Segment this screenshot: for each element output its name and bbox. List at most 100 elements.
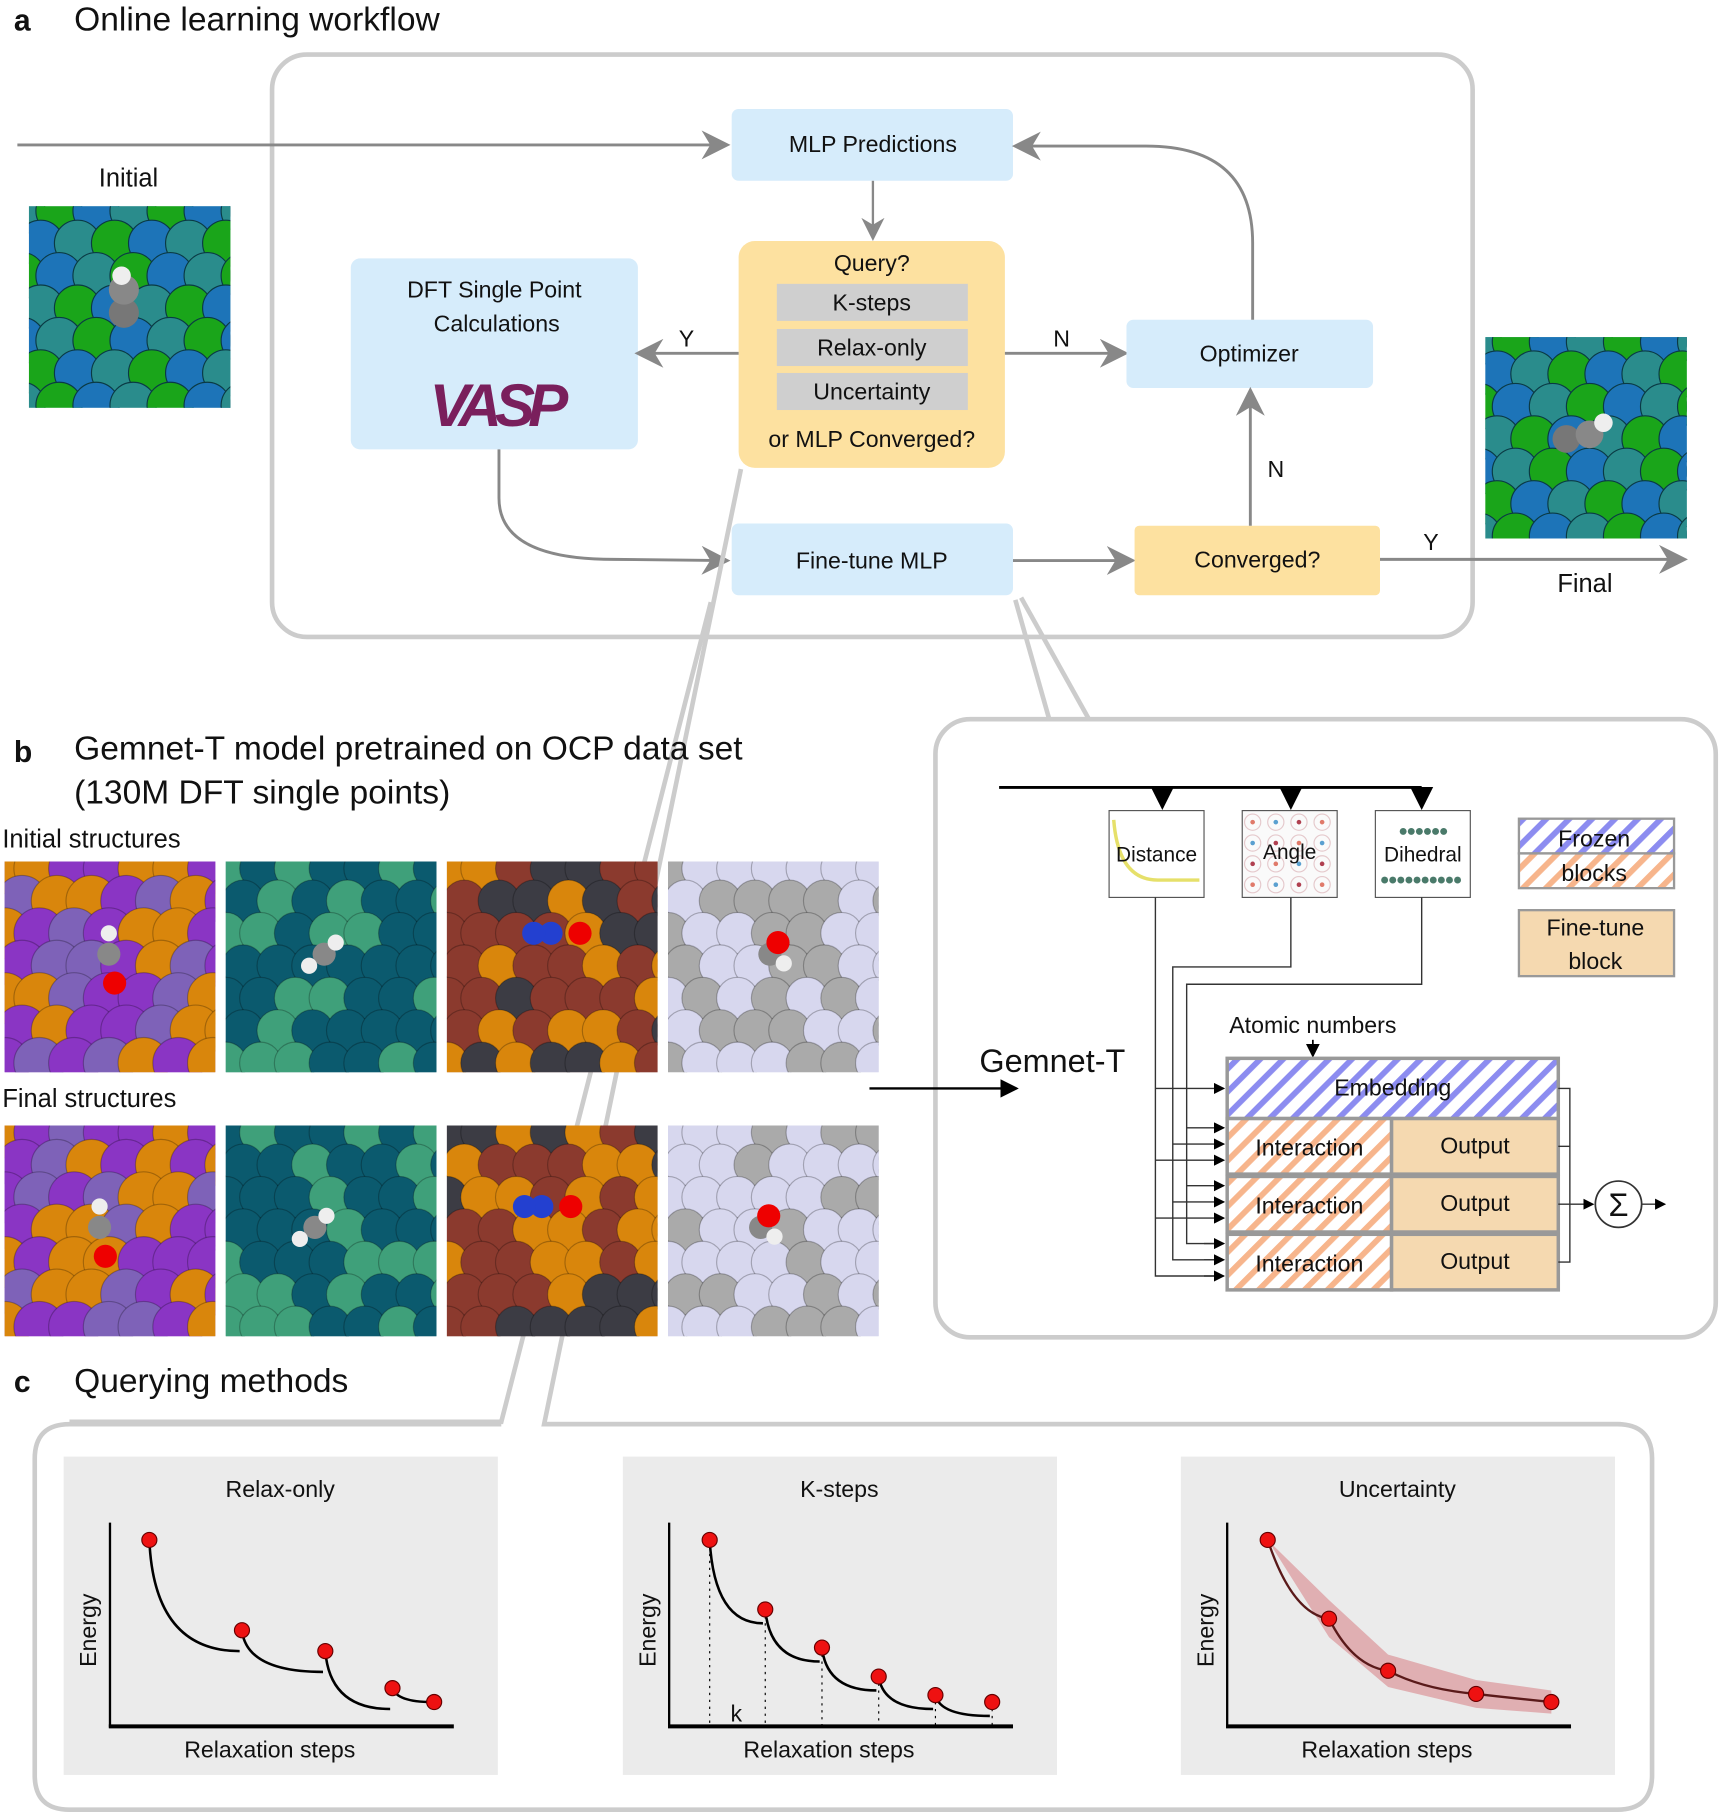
energy-curve — [148, 1539, 240, 1653]
plot-background — [63, 1456, 498, 1775]
basis-label: Angle — [1263, 841, 1316, 864]
embedding-block — [1225, 1056, 1561, 1121]
adsorbate-atom — [291, 1230, 308, 1248]
atom — [430, 950, 437, 981]
query-option-box — [776, 328, 968, 367]
no-label: N — [1053, 325, 1070, 351]
atom — [837, 1208, 879, 1252]
dft-to-finetune-arrow — [497, 449, 731, 575]
dft-query-point — [1467, 1685, 1485, 1703]
atom — [186, 1300, 216, 1337]
distance-block: Distance — [1108, 810, 1205, 899]
output-block — [1389, 1232, 1561, 1292]
yes-label: Y — [1423, 529, 1438, 555]
adsorbate-atom — [568, 921, 592, 945]
adsorbate-atom — [97, 942, 121, 966]
atom — [1639, 512, 1687, 539]
initial-structure-image — [28, 206, 286, 408]
legend-frozen-swatch — [1517, 817, 1676, 855]
structure-tile — [446, 861, 658, 1073]
atom — [854, 1175, 879, 1219]
plot-title: K-steps — [800, 1476, 878, 1502]
fine-tune-label: Fine-tune MLP — [796, 548, 948, 574]
interaction-block — [1225, 1174, 1394, 1234]
structure-tiles — [4, 861, 879, 1337]
adsorbate-atom — [530, 1194, 554, 1219]
dft-query-point — [927, 1686, 944, 1704]
adsorbate-atom — [103, 971, 127, 995]
adsorbate-atom — [301, 957, 318, 974]
output-label: Output — [1440, 1190, 1510, 1216]
query-plot-uncertainty: Uncertainty Energy Relaxation steps — [1180, 1456, 1616, 1775]
panel-b: b Gemnet-T model pretrained on OCP data … — [2, 716, 1719, 1340]
y-axis-label: Energy — [1192, 1593, 1218, 1667]
final-label: Final — [1557, 570, 1612, 598]
legend-frozen-swatch — [1517, 852, 1676, 890]
atom — [395, 944, 437, 988]
atom — [616, 1143, 658, 1187]
plot-background — [1180, 1456, 1616, 1775]
plot-background — [622, 1456, 1057, 1775]
atom — [837, 1273, 879, 1316]
uncertainty-band — [1267, 1539, 1552, 1714]
dft-query-point — [1259, 1531, 1276, 1549]
dft-label: DFT Single Point — [407, 277, 582, 303]
loop-arrow — [1011, 131, 1255, 320]
atom — [651, 1015, 658, 1046]
atom — [395, 1143, 437, 1187]
energy-curve — [708, 1539, 763, 1625]
panel-title: Online learning workflow — [74, 1, 440, 38]
adsorbate-atom — [100, 925, 117, 942]
atom — [854, 976, 879, 1020]
atom — [837, 1009, 879, 1052]
output-block — [1389, 1174, 1561, 1234]
x-axis-label: Relaxation steps — [184, 1737, 355, 1763]
panel-label: c — [14, 1366, 31, 1399]
atom — [633, 911, 658, 955]
atom — [240, 350, 286, 396]
energy-curve — [820, 1647, 877, 1692]
atom — [633, 1240, 658, 1284]
atom — [220, 386, 231, 408]
atom — [854, 1240, 879, 1284]
converged-box — [1134, 525, 1380, 596]
atom — [837, 1143, 879, 1187]
atom — [837, 879, 879, 923]
dft-query-point — [870, 1668, 887, 1685]
query-title: Query? — [834, 250, 910, 276]
atom — [651, 885, 658, 917]
yes-label: Y — [679, 325, 694, 351]
adsorbate-atom — [112, 266, 131, 285]
adsorbate-atom — [93, 1244, 117, 1268]
input-bus — [999, 785, 1434, 811]
dft-query-point — [1543, 1693, 1560, 1711]
adsorbate-atom — [766, 1228, 783, 1245]
panel-subtitle: (130M DFT single points) — [74, 775, 450, 812]
atom — [412, 1240, 437, 1284]
sum-node — [1594, 1180, 1643, 1229]
dft-query-point — [426, 1693, 443, 1711]
panel-c: c Querying methods Relax-onlyEnergyRelax… — [14, 1363, 1655, 1813]
atom — [872, 950, 879, 981]
wires — [1154, 897, 1423, 1282]
atom — [412, 1305, 437, 1337]
dft-box — [350, 258, 638, 450]
connector-line — [1013, 599, 1052, 719]
adsorbate-atom — [87, 1215, 112, 1239]
panel-a: a Online learning workflow Initial MLP P… — [14, 1, 1688, 640]
basis-label: Dihedral — [1384, 844, 1462, 867]
atom — [395, 1208, 437, 1252]
adsorbate-atom — [91, 1198, 108, 1215]
atom — [872, 885, 879, 917]
model-name: Gemnet-T — [979, 1043, 1125, 1079]
atom — [651, 950, 658, 981]
atom — [651, 1149, 658, 1181]
dft-query-point — [384, 1680, 401, 1697]
structure-tile — [225, 861, 437, 1073]
atom — [183, 381, 231, 408]
x-axis-label: Relaxation steps — [743, 1737, 914, 1763]
output-wires — [1558, 1087, 1667, 1263]
atom — [633, 1175, 658, 1219]
atom — [412, 911, 437, 955]
